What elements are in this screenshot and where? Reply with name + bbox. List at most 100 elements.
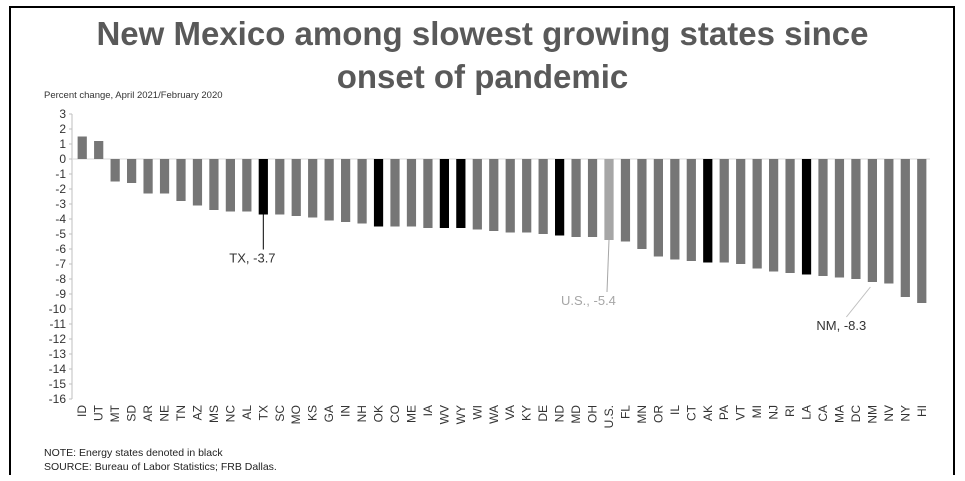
- x-tick-label: MN: [635, 405, 649, 424]
- y-tick-label: -15: [49, 377, 67, 391]
- bar-ca: [818, 159, 828, 276]
- y-tick-label: -16: [49, 392, 67, 406]
- x-tick-label: ME: [404, 405, 418, 423]
- x-tick-label: KS: [306, 405, 320, 421]
- y-tick-label: -2: [55, 182, 66, 196]
- annotation-leader: [606, 239, 610, 293]
- x-tick-label: CT: [684, 404, 698, 421]
- bar-or: [653, 159, 663, 257]
- bar-al: [242, 159, 252, 212]
- y-tick-label: 1: [59, 137, 66, 151]
- x-tick-label: NJ: [767, 405, 781, 420]
- y-tick-label: -7: [55, 257, 66, 271]
- bar-wv: [439, 159, 449, 228]
- x-tick-label: SC: [273, 405, 287, 422]
- y-tick-label: -10: [49, 302, 67, 316]
- x-tick-label: MI: [750, 405, 764, 418]
- bar-dc: [851, 159, 861, 279]
- bar-co: [390, 159, 400, 227]
- x-tick-label: MS: [207, 405, 221, 423]
- x-tick-label: UT: [92, 404, 106, 421]
- y-tick-label: -9: [55, 287, 66, 301]
- bar-mi: [752, 159, 762, 269]
- x-tick-label: WV: [437, 405, 451, 424]
- bar-ks: [308, 159, 318, 218]
- x-tick-label: VA: [503, 405, 517, 420]
- bar-me: [406, 159, 417, 227]
- x-tick-label: WA: [487, 405, 501, 424]
- bar-ia: [423, 159, 433, 228]
- bar-nj: [769, 159, 779, 272]
- x-tick-label: WY: [454, 405, 468, 424]
- bar-id: [77, 136, 87, 159]
- bar-ne: [159, 159, 170, 194]
- x-tick-label: IL: [668, 405, 682, 415]
- bar-mn: [637, 159, 647, 249]
- bar-sc: [275, 159, 285, 215]
- bar-tx: [258, 159, 268, 215]
- x-tick-label: PA: [717, 405, 731, 420]
- x-tick-label: GA: [322, 405, 336, 422]
- bar-wa: [489, 159, 499, 231]
- annotation-label: NM, -8.3: [816, 318, 866, 333]
- chart-source: SOURCE: Bureau of Labor Statistics; FRB …: [44, 461, 277, 473]
- bar-ky: [522, 159, 532, 233]
- bar-ok: [373, 159, 384, 227]
- bar-mt: [110, 159, 120, 182]
- x-tick-label: CA: [816, 405, 830, 422]
- x-tick-label: MT: [108, 404, 122, 422]
- x-tick-label: OK: [372, 405, 386, 422]
- x-tick-label: OH: [586, 405, 600, 423]
- x-tick-label: AZ: [190, 405, 204, 420]
- x-tick-label: HI: [915, 405, 929, 417]
- bar-mo: [291, 159, 301, 216]
- y-tick-label: -6: [55, 242, 66, 256]
- x-tick-label: NV: [882, 405, 896, 422]
- annotation-label: TX, -3.7: [229, 251, 275, 266]
- x-tick-label: AR: [141, 405, 155, 422]
- bar-hi: [917, 159, 927, 303]
- x-tick-label: ND: [553, 405, 567, 423]
- bar-ga: [324, 159, 334, 221]
- bar-nc: [225, 159, 235, 212]
- x-tick-label: MD: [569, 405, 583, 424]
- chart-subtitle: Percent change, April 2021/February 2020: [44, 90, 223, 101]
- bar-ms: [209, 159, 219, 210]
- chart-note: NOTE: Energy states denoted in black: [44, 447, 223, 459]
- y-tick-label: -8: [55, 272, 66, 286]
- x-tick-label: CO: [388, 405, 402, 423]
- x-tick-label: ID: [75, 405, 89, 417]
- x-tick-label: U.S.: [602, 405, 616, 428]
- bar-us.: [604, 159, 614, 240]
- bar-sd: [127, 159, 137, 183]
- annotation-leader: [845, 286, 871, 318]
- bar-in: [341, 159, 351, 222]
- bar-md: [571, 159, 581, 237]
- bar-nd: [555, 159, 565, 236]
- x-tick-label: AK: [701, 405, 715, 421]
- y-tick-label: -12: [49, 332, 67, 346]
- x-tick-label: AL: [240, 405, 254, 420]
- x-tick-label: NC: [223, 405, 237, 423]
- y-tick-label: 0: [59, 152, 66, 166]
- x-tick-label: TX: [256, 405, 270, 420]
- bar-nm: [867, 159, 877, 282]
- y-tick-label: -5: [55, 227, 66, 241]
- bar-vt: [736, 159, 746, 264]
- annotation-label: U.S., -5.4: [561, 293, 616, 308]
- x-tick-label: IA: [421, 405, 435, 416]
- y-tick-label: -11: [50, 317, 67, 331]
- bar-il: [670, 159, 680, 260]
- x-tick-label: RI: [783, 405, 797, 417]
- y-tick-label: -14: [49, 362, 67, 376]
- y-tick-label: -13: [49, 347, 67, 361]
- bar-nv: [884, 159, 894, 284]
- x-tick-label: DE: [536, 405, 550, 422]
- x-tick-label: MA: [832, 405, 846, 423]
- bar-nh: [357, 159, 367, 224]
- x-tick-label: NY: [898, 405, 912, 422]
- y-tick-label: 3: [59, 107, 66, 121]
- x-tick-label: MO: [289, 405, 303, 424]
- x-tick-label: FL: [618, 405, 632, 419]
- x-tick-label: WI: [470, 405, 484, 420]
